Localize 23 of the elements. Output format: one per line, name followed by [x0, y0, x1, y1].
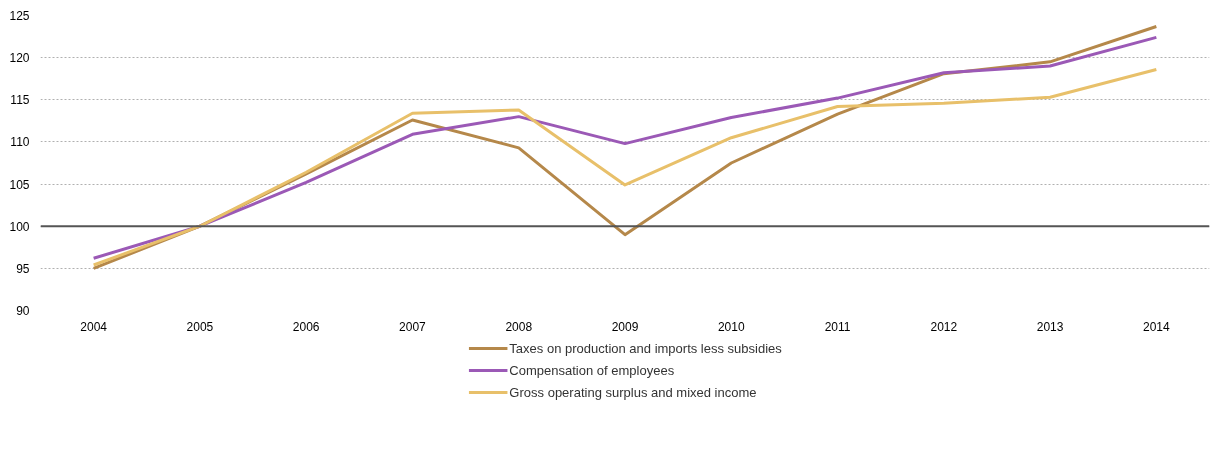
x-tick-label: 2013 — [1036, 319, 1064, 334]
x-tick-label: 2004 — [80, 319, 108, 334]
y-tick-label: 125 — [9, 9, 30, 23]
line-series — [92, 67, 1158, 267]
x-tick-label: 2009 — [611, 319, 639, 334]
x-tick-label: 2005 — [186, 319, 214, 334]
x-tick-label: 2012 — [930, 319, 958, 334]
x-tick-label: 2011 — [824, 319, 851, 334]
legend-label: Compensation of employees — [509, 363, 675, 378]
y-tick-label: 115 — [10, 93, 30, 108]
y-tick-label: 100 — [9, 219, 30, 234]
x-tick-label: 2008 — [505, 319, 533, 334]
y-tick-label: 120 — [9, 51, 30, 66]
y-tick-label: 90 — [16, 304, 30, 318]
legend-label: Gross operating surplus and mixed income — [509, 385, 757, 400]
legend-label: Taxes on production and imports less subsidies — [509, 341, 783, 356]
x-tick-label: 2010 — [717, 319, 745, 334]
y-tick-label: 95 — [16, 261, 30, 276]
y-tick-label: 105 — [9, 177, 30, 192]
x-tick-label: 2014 — [1143, 319, 1171, 334]
x-tick-label: 2007 — [399, 319, 427, 334]
x-tick-label: 2006 — [292, 319, 320, 334]
y-tick-label: 110 — [10, 135, 30, 150]
